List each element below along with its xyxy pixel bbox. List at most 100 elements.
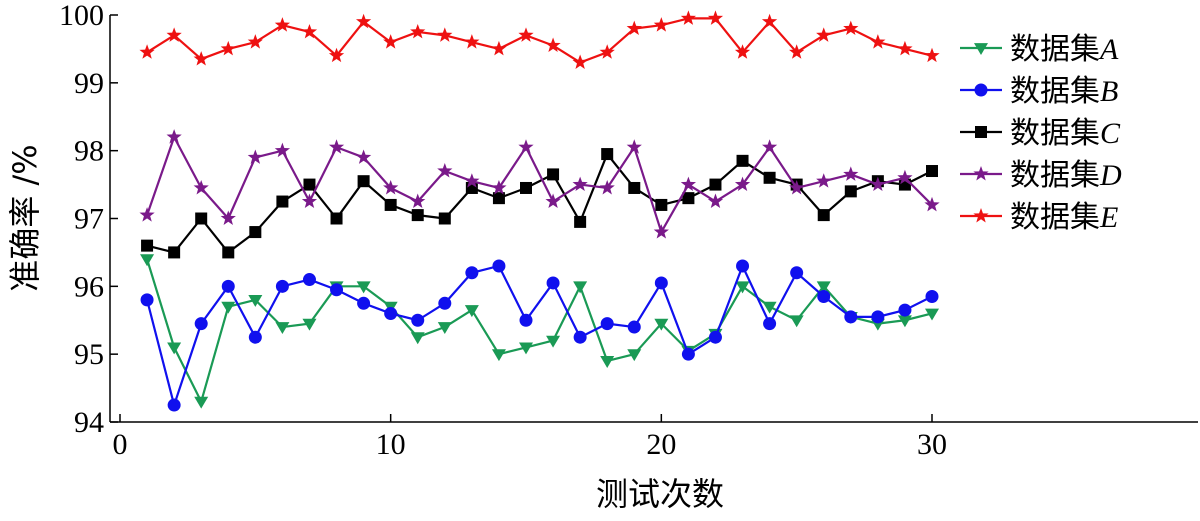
data-point [383, 34, 399, 49]
data-point [924, 47, 940, 63]
data-point [844, 310, 858, 324]
data-point [763, 317, 777, 331]
data-point [843, 20, 859, 36]
data-point [193, 51, 209, 66]
data-point [464, 34, 480, 49]
data-point [816, 173, 832, 188]
data-point [328, 139, 345, 154]
data-point [897, 315, 912, 328]
data-point [789, 44, 805, 59]
data-point [410, 23, 426, 39]
series-line [146, 264, 933, 407]
legend-label: 数据集E [1010, 200, 1118, 235]
data-point [139, 207, 155, 222]
y-tick-label: 96 [74, 270, 104, 303]
y-tick-label: 98 [74, 135, 104, 168]
legend-marker [975, 126, 987, 138]
data-point [411, 313, 425, 327]
data-point [653, 17, 669, 32]
data-point [168, 246, 181, 259]
data-point [220, 210, 236, 225]
data-point [682, 192, 695, 205]
data-point [275, 322, 290, 335]
data-point [573, 281, 588, 294]
x-tick-label: 10 [376, 428, 406, 461]
data-point [707, 10, 724, 25]
data-point [355, 149, 372, 164]
data-point [572, 54, 588, 69]
data-point [790, 266, 804, 280]
data-point [276, 195, 289, 208]
data-point [735, 281, 750, 294]
data-point [194, 317, 208, 331]
axes-layer: 94 95 96 97 98 99 100 0 10 20 30 [59, 0, 1198, 461]
data-point [924, 196, 940, 212]
data-point [601, 148, 614, 161]
data-point [680, 10, 697, 25]
data-point [410, 332, 425, 345]
data-point [897, 40, 913, 56]
data-point [492, 259, 506, 273]
data-point [247, 149, 263, 164]
data-point [491, 349, 506, 362]
data-point [301, 23, 318, 39]
data-point [654, 276, 668, 290]
y-tick-label: 100 [59, 0, 104, 32]
data-point [546, 335, 561, 348]
data-point [193, 179, 209, 195]
legend-item-d: 数据集D [960, 158, 1122, 193]
data-point [491, 40, 507, 56]
y-tick-label: 99 [74, 67, 104, 100]
data-point [708, 330, 722, 344]
data-point [655, 198, 668, 211]
series-d [139, 129, 940, 239]
data-point [328, 47, 345, 63]
data-point [573, 330, 587, 344]
data-point [546, 276, 560, 290]
y-axis-title: 准确率 /% [6, 144, 44, 291]
data-point [247, 34, 263, 49]
data-point [600, 317, 614, 331]
data-point [761, 13, 778, 29]
data-point [574, 215, 587, 228]
data-point [925, 290, 939, 304]
data-point [816, 27, 832, 42]
series-line [146, 258, 933, 403]
data-point [520, 181, 532, 194]
data-point [491, 179, 507, 195]
data-point [492, 192, 505, 205]
data-point [763, 171, 776, 184]
data-point [897, 169, 913, 185]
series-a [140, 254, 939, 409]
data-point [356, 281, 371, 294]
data-point [680, 176, 697, 192]
data-point [330, 283, 344, 297]
data-point [736, 259, 750, 273]
data-point [518, 139, 534, 154]
data-point [518, 27, 534, 42]
data-point [384, 306, 398, 320]
data-point [816, 281, 831, 294]
data-point [167, 342, 182, 355]
data-point [275, 279, 289, 293]
data-point [519, 342, 533, 355]
data-point [221, 301, 236, 314]
data-point [166, 129, 182, 144]
data-point [464, 173, 480, 188]
data-point [221, 279, 235, 293]
data-point [761, 139, 778, 154]
data-point [734, 44, 751, 59]
data-point [545, 37, 561, 52]
data-point [817, 290, 831, 304]
x-tick-label: 0 [113, 428, 128, 461]
legend-label: 数据集A [1010, 32, 1119, 67]
data-point [248, 295, 263, 307]
data-point [437, 163, 453, 178]
data-point [736, 154, 749, 167]
data-point [248, 330, 262, 344]
data-point [789, 315, 804, 328]
data-point [194, 396, 209, 409]
legend-marker [974, 43, 988, 55]
data-point [437, 322, 452, 335]
